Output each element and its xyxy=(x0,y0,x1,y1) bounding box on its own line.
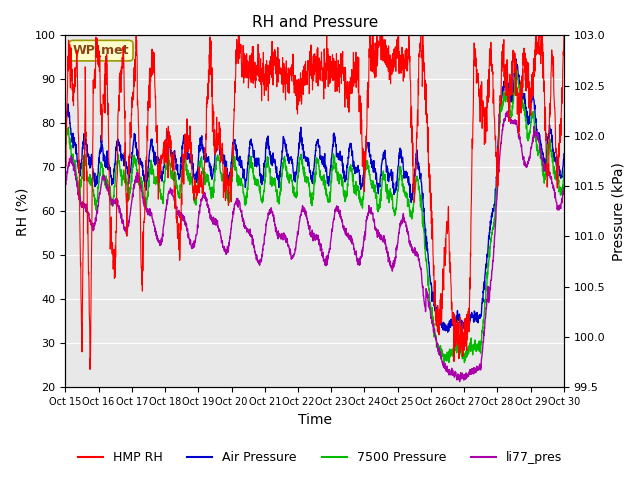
Legend: HMP RH, Air Pressure, 7500 Pressure, li77_pres: HMP RH, Air Pressure, 7500 Pressure, li7… xyxy=(72,446,568,469)
Y-axis label: RH (%): RH (%) xyxy=(15,187,29,236)
Y-axis label: Pressure (kPa): Pressure (kPa) xyxy=(611,162,625,261)
Text: WP_met: WP_met xyxy=(73,44,129,57)
X-axis label: Time: Time xyxy=(298,413,332,427)
Title: RH and Pressure: RH and Pressure xyxy=(252,15,378,30)
